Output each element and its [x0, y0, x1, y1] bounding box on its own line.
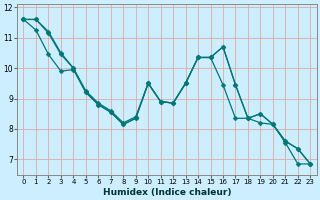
X-axis label: Humidex (Indice chaleur): Humidex (Indice chaleur) [103, 188, 231, 197]
